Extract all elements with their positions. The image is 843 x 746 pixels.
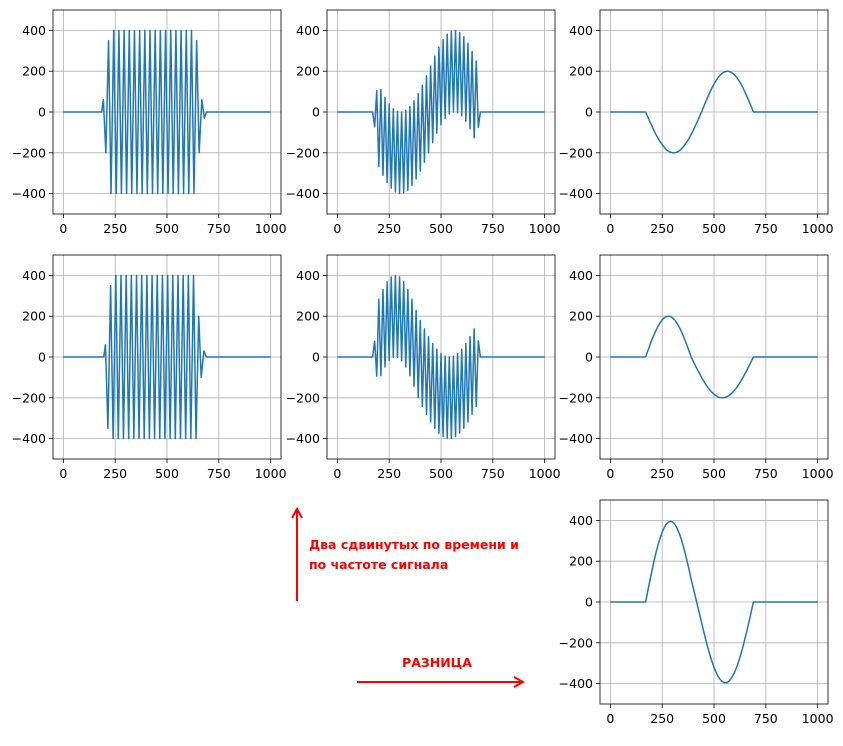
y-tick-label: −200	[12, 390, 46, 405]
x-tick-label: 1000	[529, 221, 561, 236]
line	[337, 29, 545, 195]
axes-frame	[52, 254, 282, 460]
y-tick-label: 0	[585, 350, 593, 365]
y-tick-label: −400	[12, 431, 46, 446]
x-tick-label: 1000	[802, 711, 834, 726]
y-tick-label: 400	[569, 513, 593, 528]
y-tick-label: −200	[286, 390, 320, 405]
x-tick-label: 250	[103, 466, 127, 481]
y-tick-label: −200	[559, 390, 593, 405]
x-tick-label: 1000	[529, 466, 561, 481]
y-tick-label: 200	[569, 64, 593, 79]
y-tick-label: 200	[569, 309, 593, 324]
x-tick-label: 1000	[255, 466, 287, 481]
x-tick-label: 1000	[255, 221, 287, 236]
y-tick-label: 0	[585, 595, 593, 610]
line	[610, 70, 818, 154]
x-tick-label: 1000	[802, 466, 834, 481]
axes-frame	[599, 254, 829, 460]
line	[337, 274, 545, 440]
x-tick-label: 750	[207, 466, 231, 481]
x-tick-label: 500	[155, 221, 179, 236]
annotations: Два сдвинутых по времени и по частоте си…	[291, 506, 526, 688]
x-tick-label: 0	[606, 221, 614, 236]
x-tick-label: 0	[59, 221, 67, 236]
right-arrow-head	[513, 676, 526, 688]
y-tick-label: 400	[22, 268, 46, 283]
annotation-text: по частоте сигнала	[309, 557, 448, 572]
y-tick-label: 400	[569, 23, 593, 38]
y-tick-label: 200	[569, 554, 593, 569]
y-tick-label: −400	[559, 431, 593, 446]
axes-frame	[599, 9, 829, 215]
y-tick-label: 200	[22, 64, 46, 79]
x-tick-label: 750	[481, 221, 505, 236]
x-tick-label: 250	[650, 221, 674, 236]
y-tick-label: 0	[38, 350, 46, 365]
y-tick-label: 400	[296, 23, 320, 38]
x-tick-label: 500	[429, 466, 453, 481]
x-tick-label: 0	[59, 466, 67, 481]
x-tick-label: 250	[377, 466, 401, 481]
y-tick-label: −400	[286, 186, 320, 201]
y-tick-label: 400	[569, 268, 593, 283]
subplot: 0 250 500 750 1000 −400 −200 0 200 400	[559, 9, 834, 236]
x-tick-label: 500	[702, 466, 726, 481]
axes-frame	[52, 9, 282, 215]
difference-label: РАЗНИЦА	[402, 655, 472, 670]
subplot: 0 250 500 750 1000 −400 −200 0 200 400	[559, 499, 834, 726]
x-tick-label: 500	[702, 221, 726, 236]
y-tick-label: 200	[296, 309, 320, 324]
axes-frame	[599, 499, 829, 705]
y-tick-label: −400	[286, 431, 320, 446]
y-tick-label: 400	[296, 268, 320, 283]
axes-frame	[326, 254, 556, 460]
x-tick-label: 750	[754, 466, 778, 481]
x-tick-label: 250	[650, 466, 674, 481]
subplot: 0 250 500 750 1000 −400 −200 0 200 400	[12, 9, 287, 236]
x-tick-label: 0	[333, 466, 341, 481]
line	[63, 29, 271, 195]
x-tick-label: 0	[606, 711, 614, 726]
axes-frame	[326, 9, 556, 215]
line	[610, 315, 818, 399]
y-tick-label: −400	[559, 186, 593, 201]
x-tick-label: 250	[103, 221, 127, 236]
x-tick-label: 500	[429, 221, 453, 236]
y-tick-label: 0	[312, 105, 320, 120]
x-tick-label: 0	[606, 466, 614, 481]
y-tick-label: −200	[559, 635, 593, 650]
subplot: 0 250 500 750 1000 −400 −200 0 200 400	[286, 9, 561, 236]
y-tick-label: −200	[559, 145, 593, 160]
annotation-text: Два сдвинутых по времени и	[309, 537, 519, 552]
y-tick-label: 0	[585, 105, 593, 120]
x-tick-label: 750	[207, 221, 231, 236]
up-arrow-head	[291, 506, 303, 519]
x-tick-label: 500	[702, 711, 726, 726]
y-tick-label: −200	[286, 145, 320, 160]
subplot: 0 250 500 750 1000 −400 −200 0 200 400	[559, 254, 834, 481]
subplot: 0 250 500 750 1000 −400 −200 0 200 400	[12, 254, 287, 481]
line	[63, 274, 271, 440]
y-tick-label: −400	[559, 676, 593, 691]
y-tick-label: −200	[12, 145, 46, 160]
y-tick-label: −400	[12, 186, 46, 201]
x-tick-label: 0	[333, 221, 341, 236]
x-tick-label: 250	[650, 711, 674, 726]
x-tick-label: 750	[754, 221, 778, 236]
x-tick-label: 250	[377, 221, 401, 236]
x-tick-label: 1000	[802, 221, 834, 236]
y-tick-label: 0	[312, 350, 320, 365]
x-tick-label: 750	[754, 711, 778, 726]
x-tick-label: 750	[481, 466, 505, 481]
y-tick-label: 200	[296, 64, 320, 79]
line	[610, 520, 818, 684]
x-tick-label: 500	[155, 466, 179, 481]
subplot: 0 250 500 750 1000 −400 −200 0 200 400	[286, 254, 561, 481]
y-tick-label: 200	[22, 309, 46, 324]
y-tick-label: 0	[38, 105, 46, 120]
y-tick-label: 400	[22, 23, 46, 38]
